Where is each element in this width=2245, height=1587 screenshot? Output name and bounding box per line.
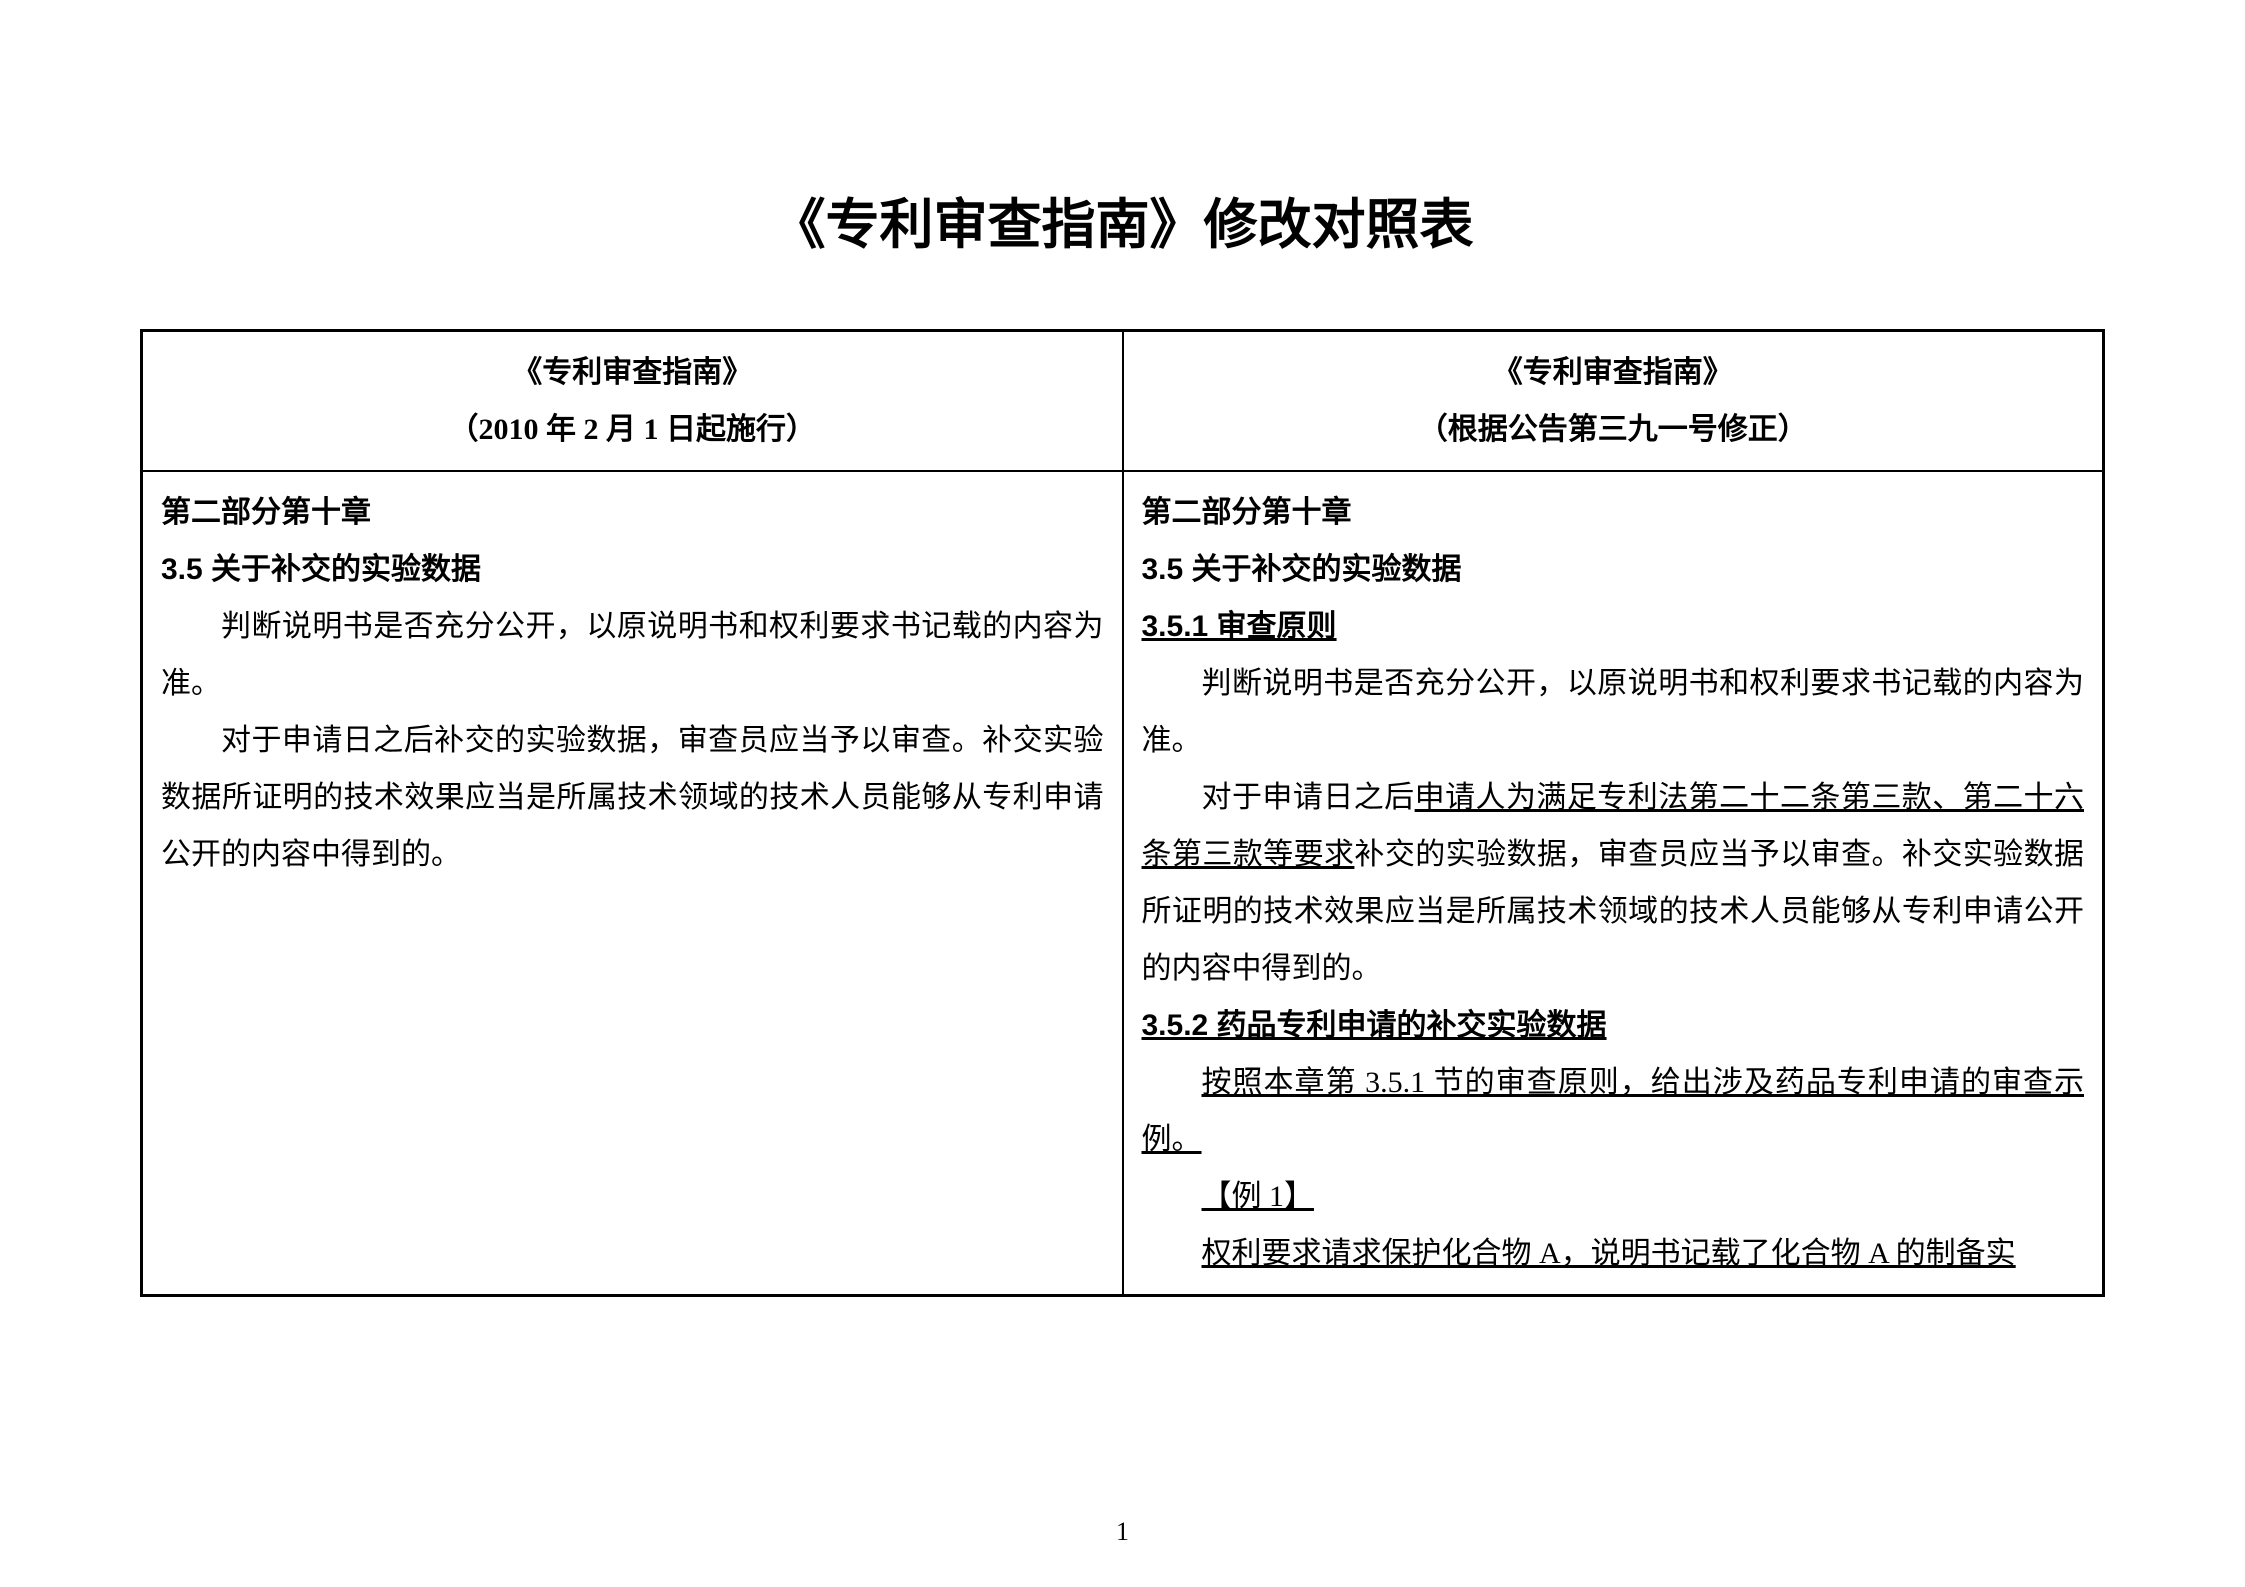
right-sec35-heading: 3.5 关于补交的实验数据 (1142, 541, 2085, 598)
left-para2: 对于申请日之后补交的实验数据，审查员应当予以审查。补交实验数据所证明的技术效果应… (161, 712, 1104, 883)
header-right-subtitle: （根据公告第三九一号修正） (1142, 401, 2085, 458)
left-part-heading: 第二部分第十章 (161, 484, 1104, 541)
header-right-title: 《专利审查指南》 (1142, 344, 2085, 401)
header-left-title: 《专利审查指南》 (161, 344, 1104, 401)
right-ex1-text: 权利要求请求保护化合物 A，说明书记载了化合物 A 的制备实 (1202, 1237, 2016, 1270)
right-sec351-heading: 3.5.1 审查原则 (1142, 598, 2085, 655)
header-left: 《专利审查指南》 （2010 年 2 月 1 日起施行） (142, 331, 1123, 472)
right-para1: 判断说明书是否充分公开，以原说明书和权利要求书记载的内容为准。 (1142, 655, 2085, 769)
body-left-cell: 第二部分第十章 3.5 关于补交的实验数据 判断说明书是否充分公开，以原说明书和… (142, 471, 1123, 1296)
comparison-table: 《专利审查指南》 （2010 年 2 月 1 日起施行） 《专利审查指南》 （根… (140, 329, 2105, 1297)
table-header-row: 《专利审查指南》 （2010 年 2 月 1 日起施行） 《专利审查指南》 （根… (142, 331, 2104, 472)
right-ex1-text-line: 权利要求请求保护化合物 A，说明书记载了化合物 A 的制备实 (1142, 1225, 2085, 1282)
right-para3-text: 按照本章第 3.5.1 节的审查原则，给出涉及药品专利申请的审查示例。 (1142, 1066, 2085, 1156)
page-container: 《专利审查指南》修改对照表 《专利审查指南》 （2010 年 2 月 1 日起施… (0, 0, 2245, 1357)
document-title: 《专利审查指南》修改对照表 (140, 180, 2105, 259)
header-right: 《专利审查指南》 （根据公告第三九一号修正） (1123, 331, 2104, 472)
right-ex1-label-line: 【例 1】 (1142, 1168, 2085, 1225)
body-right-cell: 第二部分第十章 3.5 关于补交的实验数据 3.5.1 审查原则 判断说明书是否… (1123, 471, 2104, 1296)
table-body-row: 第二部分第十章 3.5 关于补交的实验数据 判断说明书是否充分公开，以原说明书和… (142, 471, 2104, 1296)
left-para1: 判断说明书是否充分公开，以原说明书和权利要求书记载的内容为准。 (161, 598, 1104, 712)
right-para2: 对于申请日之后申请人为满足专利法第二十二条第三款、第二十六条第三款等要求补交的实… (1142, 769, 2085, 997)
right-sec352-heading: 3.5.2 药品专利申请的补交实验数据 (1142, 997, 2085, 1054)
header-left-subtitle: （2010 年 2 月 1 日起施行） (161, 401, 1104, 458)
page-number: 1 (0, 1517, 2245, 1547)
right-ex1-label: 【例 1】 (1202, 1180, 1315, 1213)
left-sec35-heading: 3.5 关于补交的实验数据 (161, 541, 1104, 598)
right-para2-pre: 对于申请日之后 (1202, 781, 1415, 814)
right-part-heading: 第二部分第十章 (1142, 484, 2085, 541)
right-para3: 按照本章第 3.5.1 节的审查原则，给出涉及药品专利申请的审查示例。 (1142, 1054, 2085, 1168)
